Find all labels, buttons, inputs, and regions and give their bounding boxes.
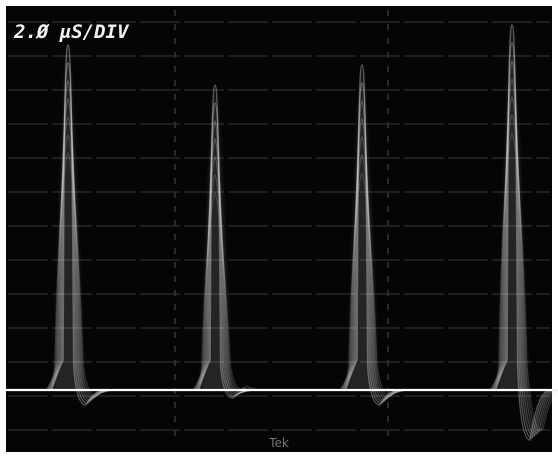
brand-label: Tek	[268, 436, 289, 450]
pulse-envelope	[54, 45, 84, 390]
display	[6, 6, 552, 452]
waveform	[6, 24, 558, 441]
graticule	[8, 10, 550, 440]
pulse-envelope	[201, 85, 231, 390]
pulse-envelope	[348, 65, 378, 390]
pulse-envelope	[498, 25, 528, 390]
timebase-label: 2.Ø μS/DIV	[13, 21, 130, 43]
